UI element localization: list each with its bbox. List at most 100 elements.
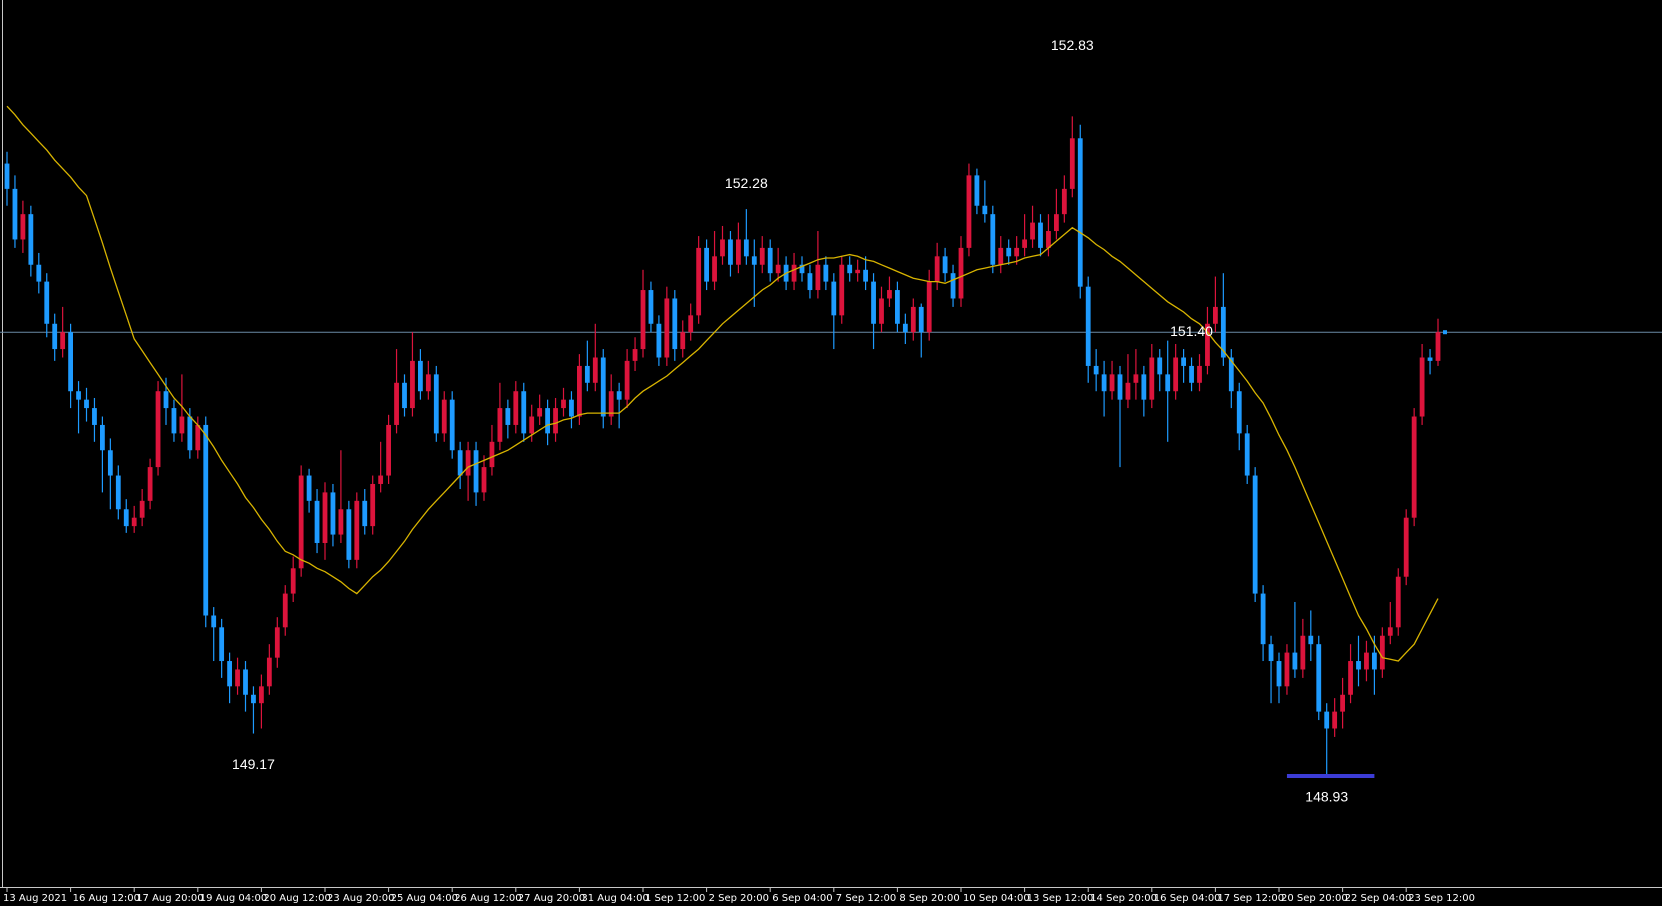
- candle-body: [1276, 661, 1282, 687]
- candle-body: [449, 399, 455, 451]
- candle-body: [950, 273, 956, 299]
- x-tick-label: 10 Sep 04:00: [963, 893, 1030, 904]
- candle-body: [1284, 652, 1290, 687]
- candle-body: [656, 323, 662, 358]
- x-tick-label: 31 Aug 04:00: [581, 893, 648, 904]
- price-marker: [1443, 330, 1447, 335]
- candle-body: [513, 391, 519, 425]
- candle-body: [624, 360, 630, 400]
- candle-body: [219, 627, 225, 662]
- candle-body: [465, 450, 471, 476]
- candle-body: [1332, 711, 1338, 729]
- candle-body: [115, 475, 121, 510]
- x-tick-label: 1 Sep 12:00: [645, 893, 705, 904]
- price-annotation: 149.17: [232, 756, 275, 772]
- x-tick-label: 13 Sep 12:00: [1027, 893, 1094, 904]
- candle-body: [123, 509, 129, 527]
- candle-body: [163, 391, 169, 409]
- x-tick-label: 20 Sep 20:00: [1281, 893, 1348, 904]
- x-tick-label: 14 Sep 20:00: [1090, 893, 1157, 904]
- candle-body: [871, 281, 876, 324]
- candle-body: [274, 627, 280, 658]
- candle-body: [370, 483, 376, 527]
- candle-body: [68, 332, 73, 392]
- candle-body: [902, 323, 908, 333]
- candle-body: [1125, 382, 1131, 400]
- candle-body: [171, 408, 177, 434]
- candle-body: [20, 214, 26, 240]
- candle-body: [235, 669, 240, 687]
- candle-body: [179, 416, 185, 434]
- candle-body: [982, 205, 988, 215]
- candle-body: [84, 399, 89, 409]
- candle-body: [561, 399, 566, 409]
- candle-body: [1411, 416, 1417, 518]
- candle-body: [306, 475, 312, 501]
- x-tick-label: 22 Sep 04:00: [1345, 893, 1412, 904]
- candle-body: [92, 408, 97, 425]
- candle-body: [537, 408, 543, 417]
- candle-body: [402, 382, 407, 409]
- candle-body: [481, 467, 487, 493]
- candle-body: [1316, 644, 1322, 712]
- candle-body: [322, 492, 328, 543]
- candle-body: [259, 686, 264, 704]
- candle-body: [1379, 635, 1385, 670]
- candle-body: [648, 290, 654, 324]
- candle-body: [584, 365, 590, 383]
- candle-body: [1165, 374, 1171, 392]
- candle-body: [1189, 365, 1194, 383]
- x-tick-label: 2 Sep 20:00: [709, 893, 769, 904]
- candle-body: [251, 694, 256, 704]
- x-tick-label: 27 Aug 20:00: [518, 893, 585, 904]
- candle-body: [1300, 635, 1306, 670]
- candle-body: [958, 247, 964, 299]
- candle-body: [433, 374, 439, 434]
- candle-body: [282, 593, 288, 628]
- candle-body: [1356, 661, 1361, 670]
- candle-body: [362, 500, 368, 527]
- candle-body: [227, 661, 232, 687]
- x-tick-label: 17 Aug 20:00: [136, 893, 203, 904]
- x-tick-label: 13 Aug 2021: [3, 893, 67, 904]
- price-annotation: 151.40: [1170, 323, 1213, 339]
- price-annotation: 148.93: [1305, 789, 1348, 805]
- candle-body: [1419, 357, 1425, 417]
- x-tick-label: 16 Aug 12:00: [73, 893, 140, 904]
- candle-body: [497, 408, 503, 442]
- candle-body: [1149, 357, 1155, 400]
- candle-body: [1069, 138, 1075, 189]
- price-annotation: 152.28: [725, 175, 768, 191]
- candle-body: [767, 247, 773, 274]
- candle-body: [600, 357, 606, 417]
- candle-body: [720, 239, 725, 257]
- candle-body: [314, 500, 320, 543]
- candle-body: [441, 399, 447, 434]
- candle-body: [887, 290, 892, 299]
- candle-body: [712, 256, 717, 282]
- candle-body: [640, 290, 646, 350]
- candle-body: [266, 657, 272, 687]
- candle-body: [815, 264, 821, 291]
- candle-body: [569, 399, 574, 417]
- candle-body: [1260, 593, 1266, 645]
- candle-body: [330, 492, 336, 535]
- candle-body: [290, 568, 296, 594]
- candle-body: [1268, 644, 1274, 662]
- candle-body: [489, 441, 495, 468]
- candle-body: [60, 332, 66, 350]
- candle-body: [998, 247, 1004, 265]
- candle-body: [100, 424, 105, 451]
- candle-body: [680, 332, 686, 350]
- x-tick-label: 17 Sep 12:00: [1217, 893, 1284, 904]
- candle-body: [28, 214, 34, 265]
- candle-body: [195, 424, 201, 451]
- candle-body: [1372, 652, 1377, 670]
- candle-body: [505, 408, 511, 425]
- candle-body: [1395, 576, 1401, 628]
- candle-body: [1236, 391, 1242, 434]
- candle-body: [1101, 374, 1107, 392]
- candle-body: [1252, 475, 1258, 594]
- candle-body: [1181, 357, 1186, 366]
